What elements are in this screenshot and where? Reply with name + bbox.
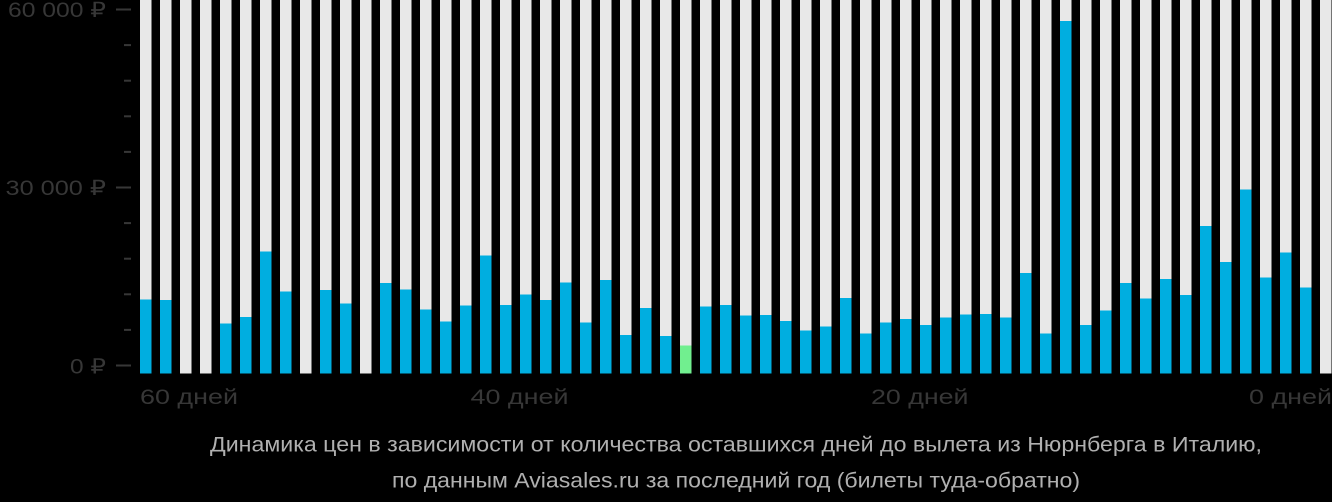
- svg-text:60 000 ₽: 60 000 ₽: [8, 0, 106, 22]
- svg-text:0 ₽: 0 ₽: [70, 356, 106, 379]
- svg-text:Динамика цен в зависимости от: Динамика цен в зависимости от количества…: [210, 434, 1262, 457]
- svg-text:40 дней: 40 дней: [471, 386, 569, 409]
- svg-text:60 дней: 60 дней: [140, 386, 238, 409]
- svg-text:по данным Aviasales.ru за посл: по данным Aviasales.ru за последний год …: [392, 470, 1080, 493]
- svg-text:20 дней: 20 дней: [871, 386, 969, 409]
- svg-text:30 000 ₽: 30 000 ₽: [6, 177, 107, 200]
- svg-text:0 дней: 0 дней: [1249, 386, 1332, 409]
